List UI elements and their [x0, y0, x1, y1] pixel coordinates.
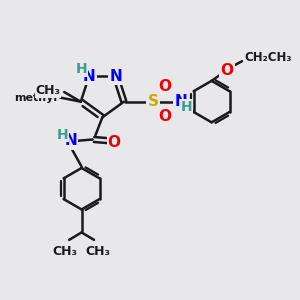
- Text: N: N: [82, 69, 95, 84]
- Text: S: S: [148, 94, 158, 109]
- Text: CH₃: CH₃: [52, 245, 77, 258]
- Text: CH₃: CH₃: [36, 84, 61, 97]
- Text: O: O: [220, 63, 233, 78]
- Text: O: O: [158, 79, 171, 94]
- Text: N: N: [109, 69, 122, 84]
- Text: methyl: methyl: [60, 88, 65, 89]
- Text: H: H: [76, 61, 87, 76]
- Text: H: H: [181, 100, 192, 114]
- Text: O: O: [108, 135, 121, 150]
- Text: CH₃: CH₃: [86, 245, 111, 258]
- Text: N: N: [174, 94, 187, 109]
- Text: O: O: [158, 110, 171, 124]
- Text: CH₂CH₃: CH₂CH₃: [245, 51, 292, 64]
- Text: N: N: [64, 134, 77, 148]
- Text: H: H: [56, 128, 68, 142]
- Text: methyl: methyl: [14, 92, 57, 103]
